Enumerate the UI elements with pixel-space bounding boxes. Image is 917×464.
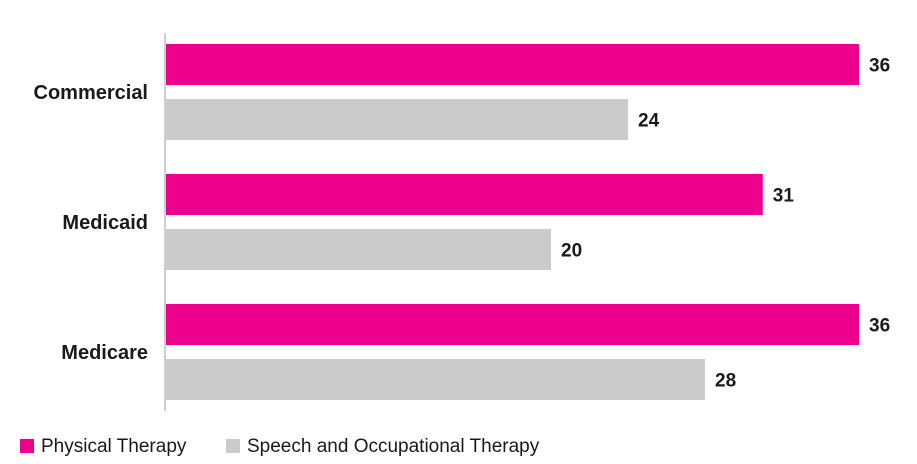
category-label-medicare: Medicare <box>61 342 148 364</box>
data-label-medicare-physical-therapy: 36 <box>869 316 890 337</box>
bar-medicaid-speech-and-occupational-therapy <box>166 229 551 270</box>
legend-label-speech-and-occupational-therapy: Speech and Occupational Therapy <box>247 436 540 457</box>
legend-swatch-speech-and-occupational-therapy <box>226 439 240 453</box>
bar-commercial-physical-therapy <box>166 44 859 85</box>
legend-label-physical-therapy: Physical Therapy <box>41 436 187 457</box>
legend-swatch-physical-therapy <box>20 439 34 453</box>
data-label-medicaid-speech-and-occupational-therapy: 20 <box>561 241 582 262</box>
bar-medicare-physical-therapy <box>166 304 859 345</box>
data-label-medicaid-physical-therapy: 31 <box>773 186 795 207</box>
category-labels: Commercial Medicaid Medicare <box>34 82 149 364</box>
legend: Physical Therapy Speech and Occupational … <box>20 436 540 457</box>
data-label-commercial-speech-and-occupational-therapy: 24 <box>638 111 660 132</box>
data-label-commercial-physical-therapy: 36 <box>869 56 890 77</box>
data-label-medicare-speech-and-occupational-therapy: 28 <box>715 371 736 392</box>
bar-medicare-speech-and-occupational-therapy <box>166 359 705 400</box>
bar-commercial-speech-and-occupational-therapy <box>166 99 628 140</box>
category-label-medicaid: Medicaid <box>62 212 148 234</box>
bars-group: 36 24 31 20 36 28 <box>166 44 890 400</box>
bar-medicaid-physical-therapy <box>166 174 763 215</box>
category-label-commercial: Commercial <box>34 82 149 104</box>
